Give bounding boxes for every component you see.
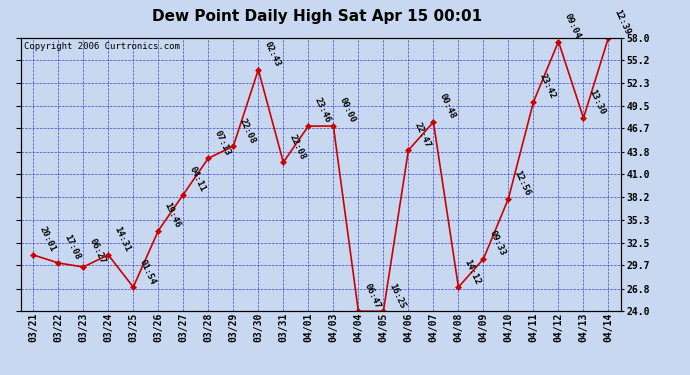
Text: 16:25: 16:25 <box>388 282 407 310</box>
Text: Copyright 2006 Curtronics.com: Copyright 2006 Curtronics.com <box>23 42 179 51</box>
Text: Dew Point Daily High Sat Apr 15 00:01: Dew Point Daily High Sat Apr 15 00:01 <box>152 9 482 24</box>
Text: 01:54: 01:54 <box>137 258 157 286</box>
Text: 00:00: 00:00 <box>337 96 357 124</box>
Text: 14:12: 14:12 <box>462 258 482 286</box>
Text: 06:47: 06:47 <box>362 282 382 310</box>
Text: 12:39: 12:39 <box>613 8 632 36</box>
Text: 22:08: 22:08 <box>288 133 307 161</box>
Text: 12:56: 12:56 <box>513 169 532 197</box>
Text: 22:08: 22:08 <box>237 117 257 145</box>
Text: 14:31: 14:31 <box>112 225 132 254</box>
Text: 22:47: 22:47 <box>413 121 432 149</box>
Text: 07:13: 07:13 <box>213 129 232 157</box>
Text: 04:11: 04:11 <box>188 165 207 193</box>
Text: 02:43: 02:43 <box>262 40 282 68</box>
Text: 00:48: 00:48 <box>437 93 457 121</box>
Text: 09:04: 09:04 <box>562 12 582 40</box>
Text: 09:33: 09:33 <box>488 230 507 258</box>
Text: 20:01: 20:01 <box>37 225 57 254</box>
Text: 19:46: 19:46 <box>162 201 182 229</box>
Text: 06:27: 06:27 <box>88 237 107 266</box>
Text: 17:08: 17:08 <box>62 233 82 261</box>
Text: 23:42: 23:42 <box>538 72 557 100</box>
Text: 23:46: 23:46 <box>313 96 332 124</box>
Text: 13:30: 13:30 <box>588 88 607 117</box>
